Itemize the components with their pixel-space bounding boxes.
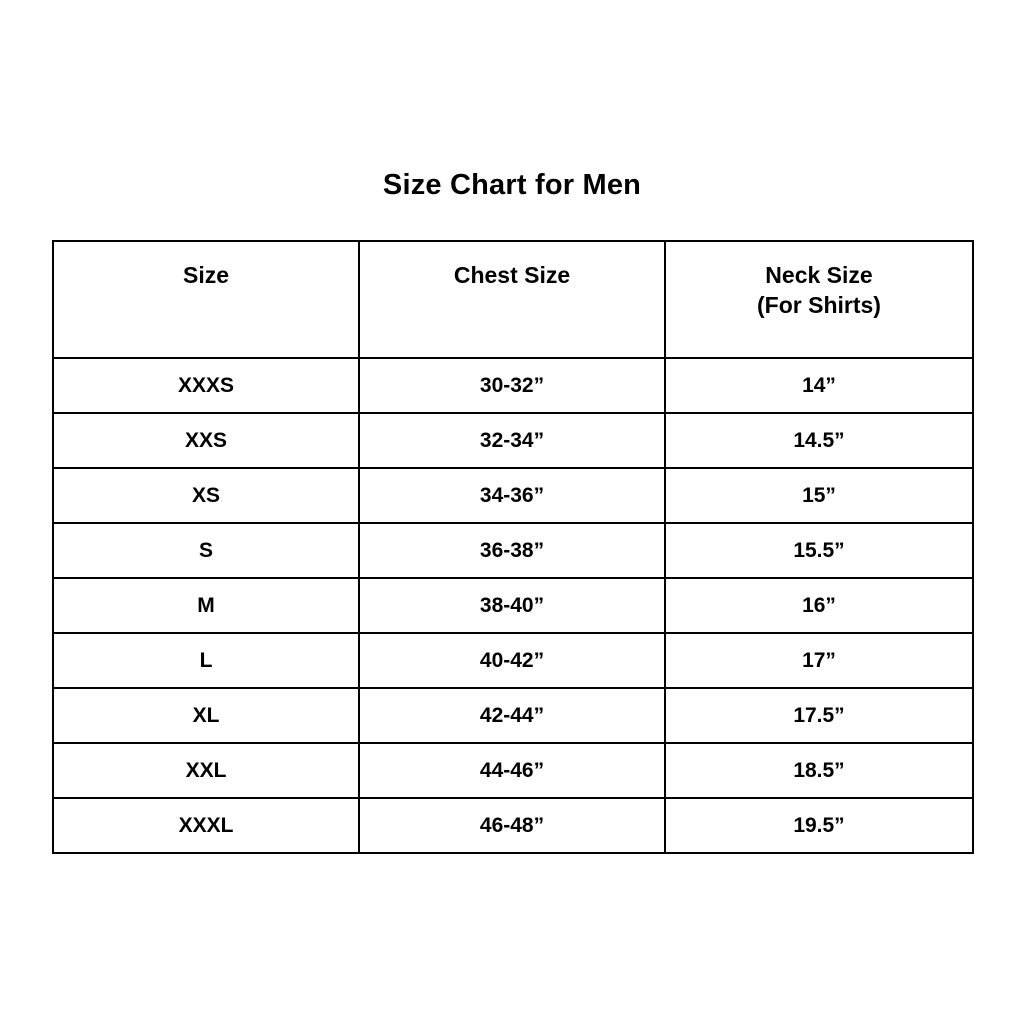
table-header-row: Size Chest Size Neck Size (For Shirts) xyxy=(52,240,974,359)
table-row: XXL 44-46” 18.5” xyxy=(52,742,974,799)
cell-size: S xyxy=(52,522,360,579)
cell-size: L xyxy=(52,632,360,689)
cell-size: M xyxy=(52,577,360,634)
cell-neck-size: 19.5” xyxy=(664,797,974,854)
cell-neck-size: 17” xyxy=(664,632,974,689)
table-row: L 40-42” 17” xyxy=(52,632,974,689)
table-row: XL 42-44” 17.5” xyxy=(52,687,974,744)
cell-neck-size: 16” xyxy=(664,577,974,634)
page-title: Size Chart for Men xyxy=(382,169,642,201)
table-row: XXXL 46-48” 19.5” xyxy=(52,797,974,854)
table-row: M 38-40” 16” xyxy=(52,577,974,634)
column-header-chest-size-label: Chest Size xyxy=(453,262,571,288)
cell-neck-size: 14.5” xyxy=(664,412,974,469)
cell-chest-size: 44-46” xyxy=(358,742,666,799)
cell-neck-size: 17.5” xyxy=(664,687,974,744)
column-header-size: Size xyxy=(52,240,360,359)
cell-chest-size: 46-48” xyxy=(358,797,666,854)
column-header-neck-size-sublabel: (For Shirts) xyxy=(757,292,881,319)
cell-chest-size: 42-44” xyxy=(358,687,666,744)
cell-size: XXL xyxy=(52,742,360,799)
cell-neck-size: 15” xyxy=(664,467,974,524)
cell-chest-size: 32-34” xyxy=(358,412,666,469)
cell-neck-size: 18.5” xyxy=(664,742,974,799)
column-header-neck-size: Neck Size (For Shirts) xyxy=(664,240,974,359)
table-row: XS 34-36” 15” xyxy=(52,467,974,524)
cell-chest-size: 40-42” xyxy=(358,632,666,689)
size-chart-table: Size Chest Size Neck Size (For Shirts) X… xyxy=(52,240,974,854)
cell-neck-size: 14” xyxy=(664,357,974,414)
column-header-size-label: Size xyxy=(182,262,230,288)
table-row: XXS 32-34” 14.5” xyxy=(52,412,974,469)
table-row: S 36-38” 15.5” xyxy=(52,522,974,579)
column-header-chest-size: Chest Size xyxy=(358,240,666,359)
cell-size: XL xyxy=(52,687,360,744)
cell-chest-size: 30-32” xyxy=(358,357,666,414)
size-table-container: Size Chest Size Neck Size (For Shirts) X… xyxy=(52,240,974,854)
table-body: XXXS 30-32” 14” XXS 32-34” 14.5” XS 34-3… xyxy=(52,357,974,854)
table-row: XXXS 30-32” 14” xyxy=(52,357,974,414)
cell-neck-size: 15.5” xyxy=(664,522,974,579)
cell-size: XXS xyxy=(52,412,360,469)
column-header-neck-size-label: Neck Size xyxy=(765,262,873,288)
cell-chest-size: 38-40” xyxy=(358,577,666,634)
cell-size: XXXL xyxy=(52,797,360,854)
cell-chest-size: 36-38” xyxy=(358,522,666,579)
cell-chest-size: 34-36” xyxy=(358,467,666,524)
cell-size: XS xyxy=(52,467,360,524)
table-header: Size Chest Size Neck Size (For Shirts) xyxy=(52,240,974,359)
cell-size: XXXS xyxy=(52,357,360,414)
